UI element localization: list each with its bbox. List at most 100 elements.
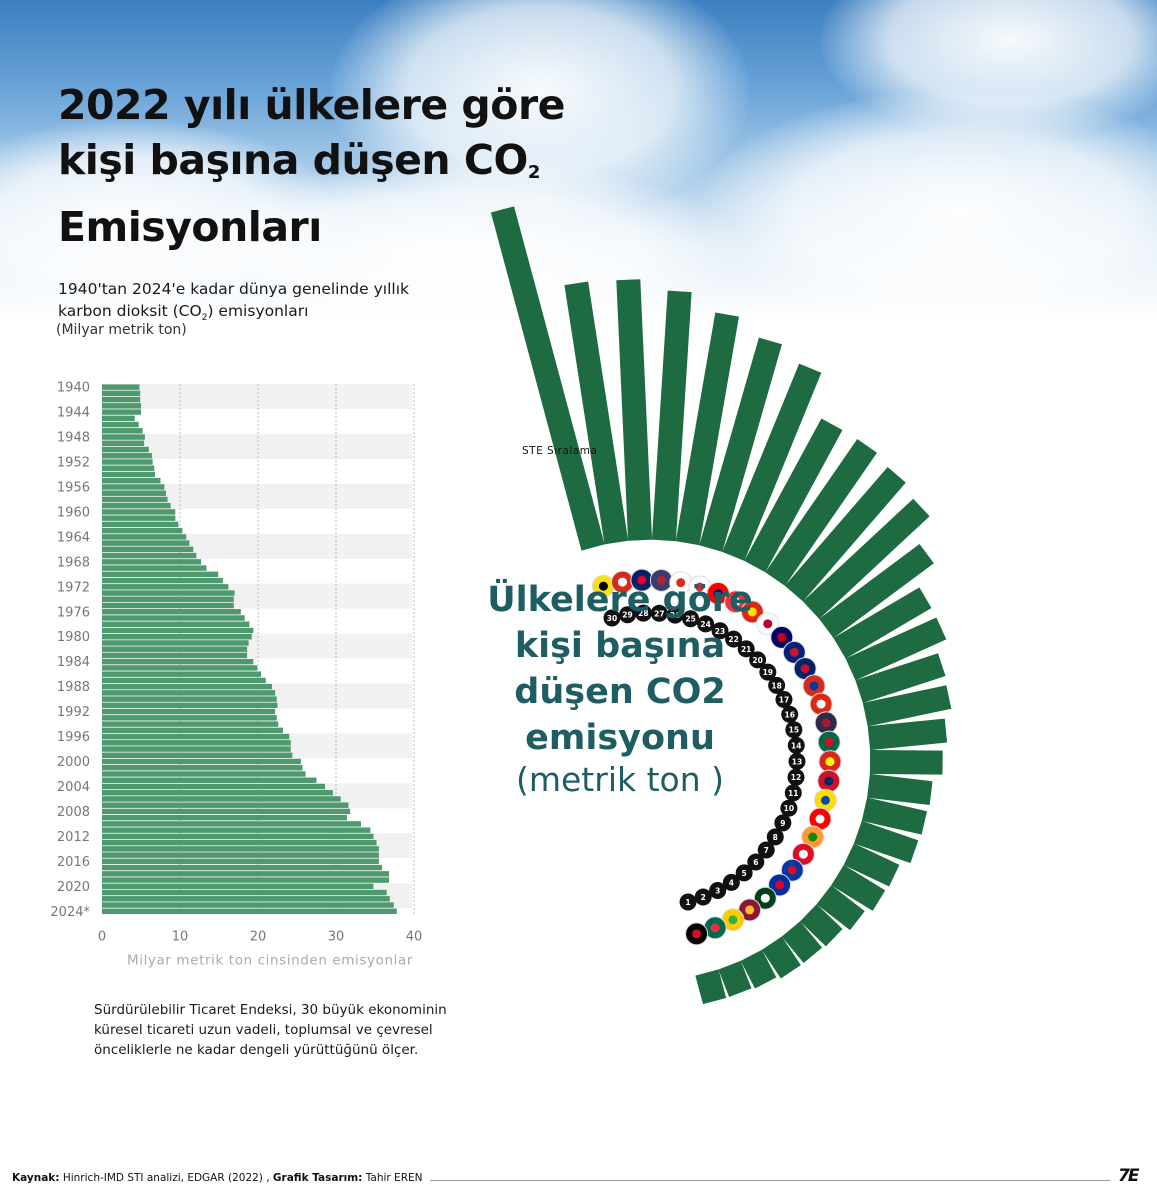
- rank-number: 20: [752, 656, 762, 665]
- history-bar: [102, 478, 161, 484]
- emission-bar: [564, 281, 629, 545]
- rank-number: 5: [742, 869, 747, 878]
- source-line: Kaynak: Hinrich-IMD STI analizi, EDGAR (…: [12, 1172, 422, 1184]
- title-line-3: Emisyonları: [58, 203, 322, 251]
- rank-number: 27: [654, 609, 664, 618]
- cloud-shape: [180, 160, 740, 340]
- history-subtitle-pre: karbon dioksit (CO: [58, 302, 202, 320]
- history-bar: [102, 627, 254, 634]
- history-bar: [102, 715, 277, 721]
- history-year-label: 1988: [57, 680, 90, 695]
- emission-bar: [853, 820, 919, 864]
- flag-emblem-icon: [809, 681, 819, 691]
- history-subtitle-line-1: 1940'tan 2024'e kadar dünya genelinde yı…: [58, 280, 409, 298]
- rank-number: 13: [792, 757, 802, 766]
- center-title-line-1: Ülkelere göre: [487, 580, 753, 620]
- history-year-label: 1992: [57, 705, 90, 720]
- center-unit: (metrik ton ): [515, 760, 724, 799]
- history-year-label: 1948: [57, 431, 90, 446]
- history-bar: [102, 702, 278, 709]
- emission-bar: [845, 617, 947, 681]
- history-year-label: 2024*: [50, 905, 90, 920]
- history-bar: [102, 889, 387, 896]
- rank-number: 18: [771, 681, 781, 690]
- rank-circle: [666, 606, 684, 624]
- flag-emblem-icon: [760, 893, 770, 903]
- history-bar: [102, 534, 187, 540]
- history-bar: [102, 783, 326, 790]
- emission-bar: [761, 936, 801, 979]
- history-bar: [102, 409, 141, 415]
- history-bar: [102, 571, 219, 578]
- history-bar: [102, 796, 341, 802]
- history-bar: [102, 496, 168, 503]
- rank-number: 26: [670, 611, 680, 620]
- emission-bar: [675, 312, 739, 546]
- center-title: Ülkelere göre kişi başına düşen CO2 emis…: [455, 577, 785, 761]
- rank-number: 25: [685, 615, 695, 624]
- flag-emblem-icon: [820, 795, 830, 805]
- history-bar: [102, 839, 377, 846]
- flag-emblem-icon: [816, 699, 826, 709]
- flag-emblem-icon: [808, 832, 818, 842]
- history-bar: [102, 727, 283, 734]
- history-year-label: 1968: [57, 555, 90, 570]
- rank-circle: [725, 630, 743, 648]
- flag-emblem-icon: [676, 578, 686, 588]
- rank-circle: [722, 873, 740, 891]
- emission-bar: [740, 949, 777, 989]
- history-year-label: 2004: [57, 780, 90, 795]
- history-year-label: 2000: [57, 755, 90, 770]
- history-year-label: 1940: [57, 381, 90, 396]
- emission-bar: [843, 843, 900, 887]
- rank-circle: [619, 606, 637, 624]
- history-bar: [102, 858, 379, 865]
- history-bar: [102, 814, 347, 821]
- rank-number: 22: [728, 635, 738, 644]
- design-text: Tahir EREN: [365, 1172, 423, 1184]
- flag-emblem-icon: [824, 776, 834, 786]
- history-bar: [102, 665, 258, 671]
- history-bar: [102, 846, 379, 852]
- rank-number: 7: [764, 846, 769, 855]
- history-bar: [102, 821, 361, 827]
- history-x-tick: 0: [98, 929, 106, 944]
- history-bar: [102, 440, 145, 446]
- rank-circle: [711, 622, 729, 640]
- history-bar: [102, 428, 143, 434]
- flag-emblem-icon: [775, 880, 785, 890]
- history-band: [102, 433, 412, 459]
- title-line-1: 2022 yılı ülkelere göre: [58, 81, 565, 129]
- rank-number: 15: [789, 726, 799, 735]
- history-bar: [102, 602, 234, 609]
- emission-bar: [800, 904, 843, 947]
- history-bar: [102, 596, 234, 602]
- flag-emblem-icon: [824, 737, 834, 747]
- history-bar: [102, 584, 229, 590]
- rank-circle: [780, 799, 798, 817]
- history-bar: [102, 546, 194, 553]
- rank-number: 30: [607, 614, 617, 623]
- history-bar: [102, 746, 291, 752]
- history-year-label: 1972: [57, 580, 90, 595]
- history-subtitle-post: ) emisyonları: [207, 302, 309, 320]
- history-x-label: Milyar metrik ton cinsinden emisyonlar: [127, 952, 413, 968]
- rank-circle: [694, 888, 712, 906]
- emission-bar: [861, 797, 927, 835]
- history-year-label: 2012: [57, 830, 90, 845]
- history-subtitle: 1940'tan 2024'e kadar dünya genelinde yı…: [58, 278, 409, 329]
- rank-circle: [787, 768, 805, 786]
- history-bar: [102, 615, 245, 621]
- rank-circle: [757, 841, 775, 859]
- footer-divider: [430, 1180, 1110, 1181]
- history-bar: [102, 777, 317, 783]
- emission-bar: [722, 363, 822, 561]
- history-bar: [102, 415, 135, 422]
- history-bar: [102, 896, 390, 902]
- rank-number: 24: [700, 620, 710, 629]
- emission-bar: [718, 960, 752, 998]
- emission-bar: [816, 885, 865, 931]
- history-bar: [102, 396, 141, 403]
- history-band: [102, 384, 412, 409]
- history-subtitle-line-2: karbon dioksit (CO2) emisyonları: [58, 300, 409, 329]
